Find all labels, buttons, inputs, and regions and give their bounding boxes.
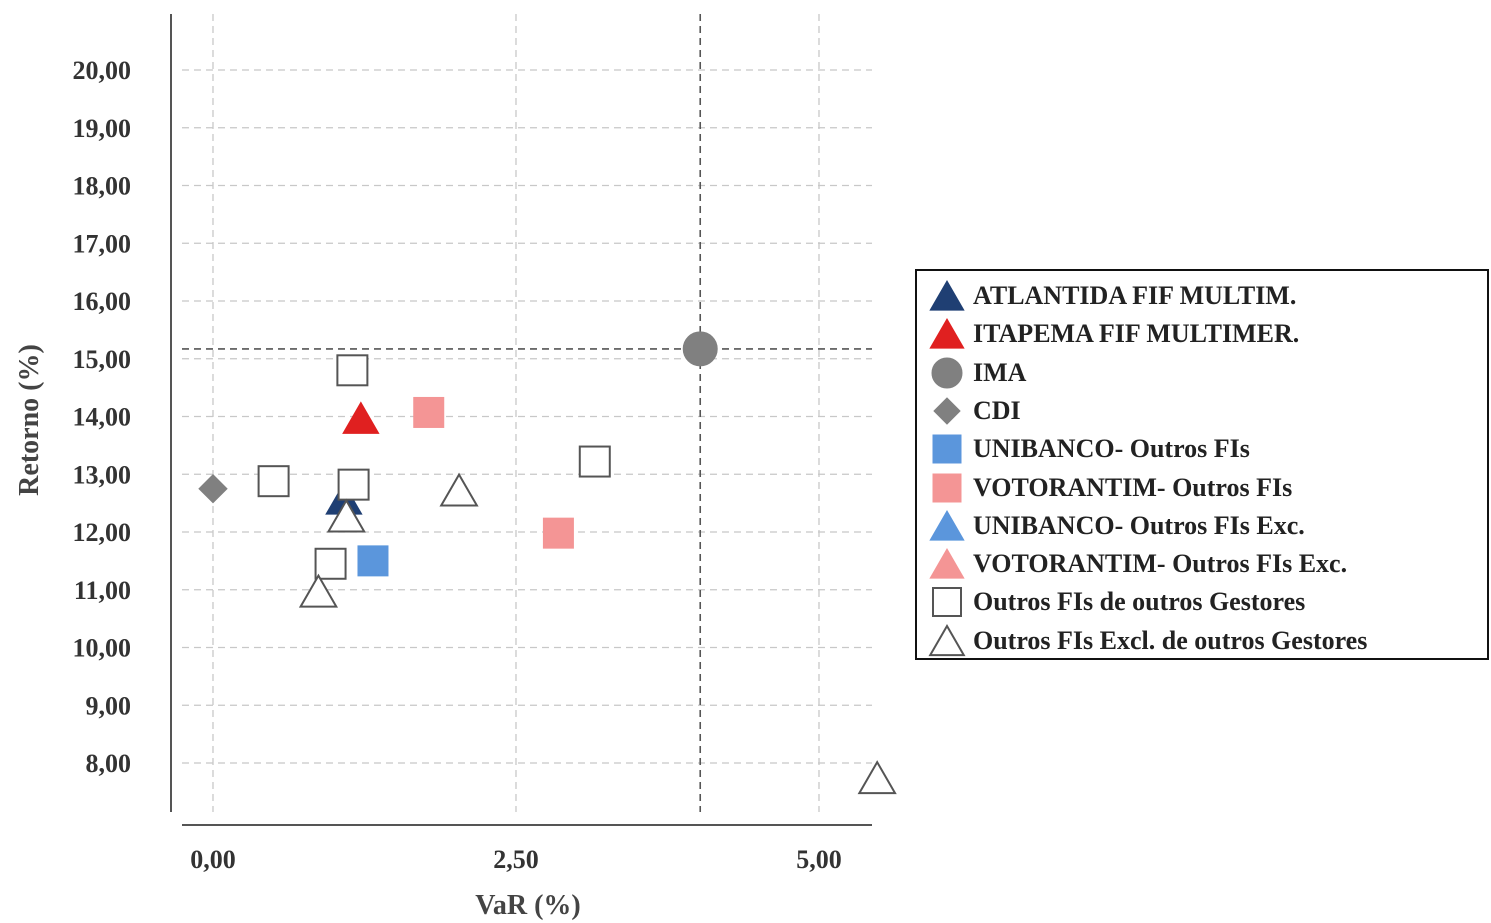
legend-marker [932,434,962,464]
legend-marker-icon [932,587,962,618]
y-tick-label: 19,00 [73,114,132,143]
x-tick-label: 5,00 [796,845,842,874]
data-points [198,331,897,795]
y-axis-title: Retorno (%) [14,344,45,496]
legend-item: CDI [927,392,1021,430]
legend-marker-icon [931,357,963,389]
legend-marker [929,509,965,541]
legend-marker [933,397,961,425]
legend-label: UNIBANCO- Outros FIs [973,434,1250,464]
legend-label: Outros FIs Excl. de outros Gestores [973,625,1368,655]
data-point [314,547,347,580]
y-tick-label: 12,00 [73,518,132,547]
y-tick-label: 17,00 [73,229,132,258]
legend-marker-icon [929,509,965,541]
legend-item: ATLANTIDA FIF MULTIM. [927,277,1296,315]
data-point [542,517,574,549]
legend-label: Outros FIs de outros Gestores [973,587,1306,617]
legend-item: Outros FIs Excl. de outros Gestores [927,622,1367,660]
x-tick-labels: 0,002,505,007,5010,00 [190,845,842,874]
legend-marker-icon [933,397,961,425]
x-tick-label: 2,50 [493,845,539,874]
legend-label: IMA [973,357,1027,387]
legend-marker [929,548,965,579]
legend-item: VOTORANTIM- Outros FIs Exc. [927,545,1347,583]
y-tick-label: 14,00 [73,403,132,432]
legend-marker [929,318,965,349]
legend-marker [928,623,966,656]
legend-label: ITAPEMA FIF MULTIMER. [973,319,1300,349]
axes [170,14,872,826]
y-tick-label: 11,00 [74,576,131,605]
legend-item: ITAPEMA FIF MULTIMER. [927,315,1299,353]
y-tick-label: 9,00 [86,691,132,720]
data-point [578,445,611,478]
data-point [857,760,897,795]
legend-item: IMA [927,354,1026,392]
y-tick-label: 18,00 [73,172,132,201]
legend-marker [932,473,962,502]
data-point [326,498,366,533]
legend-marker-icon [928,623,966,656]
legend-item: VOTORANTIM- Outros FIs [927,469,1292,507]
data-point [682,331,718,367]
legend-marker [929,279,965,311]
legend-marker-icon [929,318,965,349]
legend-item: Outros FIs de outros Gestores [927,583,1305,621]
y-tick-label: 8,00 [86,749,132,778]
y-tick-label: 13,00 [73,460,132,489]
data-point [336,354,369,387]
y-tick-label: 16,00 [73,287,132,316]
data-point [439,472,479,507]
legend-marker [931,357,963,389]
legend-label: ATLANTIDA FIF MULTIM. [973,281,1297,310]
chart-legend: ATLANTIDA FIF MULTIM. ITAPEMA FIF MULTIME… [915,269,1489,660]
legend-label: CDI [973,395,1021,425]
y-tick-label: 20,00 [73,56,132,85]
data-point [342,401,380,434]
data-point [198,473,228,504]
legend-marker-icon [932,473,962,502]
legend-marker-icon [929,279,965,311]
y-tick-label: 10,00 [73,634,132,663]
legend-marker [932,587,962,618]
data-point [298,573,339,608]
legend-marker-icon [932,434,962,464]
legend-label: UNIBANCO- Outros FIs Exc. [973,510,1305,540]
x-tick-label: 0,00 [190,845,236,874]
scatter-chart: 8,00 9,00 10,00 11,00 12,00 13,00 14,00 15,00 16… [14,14,897,921]
data-point [357,545,389,577]
legend-label: VOTORANTIM- Outros FIs [973,472,1293,502]
y-tick-labels: 8,00 9,00 10,00 11,00 12,00 13,00 14,00 15,00 16… [73,56,132,778]
grid-lines [182,14,872,812]
legend-label: VOTORANTIM- Outros FIs Exc. [973,549,1348,579]
legend-item: UNIBANCO- Outros FIs Exc. [927,507,1305,545]
y-tick-label: 15,00 [73,345,132,374]
data-point [337,468,370,501]
x-axis-title: VaR (%) [475,890,581,921]
legend-item: UNIBANCO- Outros FIs [927,430,1250,468]
reference-lines [182,14,872,812]
data-point [413,396,445,428]
legend-marker-icon [929,548,965,579]
data-point [257,465,290,498]
